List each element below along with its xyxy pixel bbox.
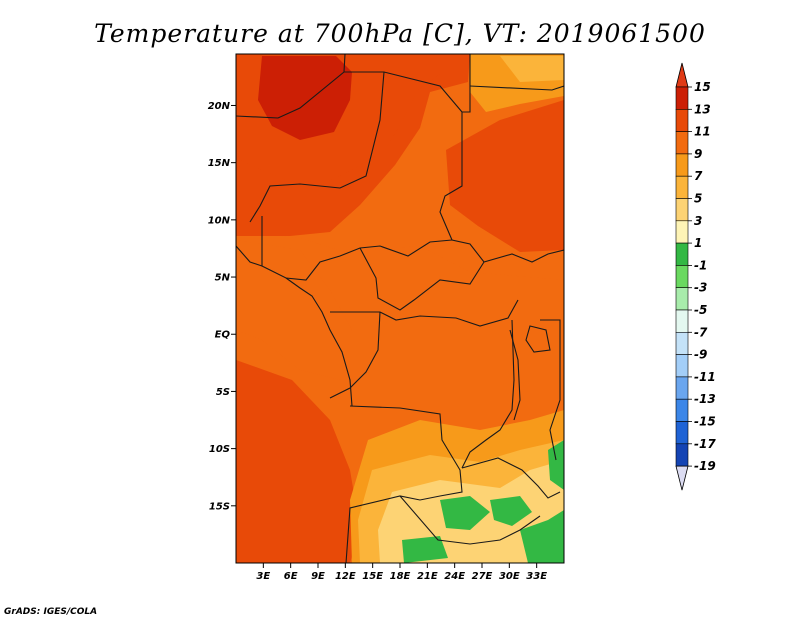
lat-tick-label: 15N: [208, 158, 231, 169]
colorbar-segment: [675, 354, 689, 378]
chart-title: Temperature at 700hPa [C], VT: 201906150…: [94, 19, 706, 48]
colorbar-label: -13: [694, 392, 716, 406]
field-green-patch-2: [490, 496, 532, 526]
field-west-warm: [236, 240, 352, 380]
border-nigeria-cameroon: [261, 216, 453, 281]
lat-tick-label: 20N: [208, 101, 231, 112]
lake-tanganyika: [509, 329, 521, 421]
colorbar-segment: [675, 86, 689, 110]
field-green-patch-4: [520, 510, 564, 563]
lon-tick-label: 18E: [390, 571, 411, 582]
lat-tick-label: 5N: [215, 273, 231, 284]
field-east-hot: [446, 100, 564, 252]
colorbar-label: 7: [694, 169, 703, 183]
colorbar-label: -3: [694, 281, 707, 295]
coast-gulf-guinea: [285, 277, 353, 407]
latitude-axis: 20N 15N 10N 5N EQ 5S 10S 15S: [208, 101, 236, 512]
colorbar-label: 9: [694, 147, 702, 161]
lon-tick-label: 24E: [444, 571, 465, 582]
border-niger-mali: [249, 71, 385, 223]
border-angola: [345, 405, 463, 563]
field-southwest-warm: [236, 360, 360, 563]
field-green-patch-3: [402, 536, 448, 563]
lon-tick-label: 3E: [256, 571, 270, 582]
colorbar-label: -17: [694, 437, 716, 451]
colorbar-bottom-arrow: [675, 465, 689, 491]
colorbar-label: -5: [694, 303, 707, 317]
colorbar-label: -9: [694, 348, 707, 362]
border-car: [359, 247, 485, 311]
colorbar-segment: [675, 153, 689, 177]
grads-credit: GrADS: IGES/COLA: [4, 607, 97, 617]
colorbar-label: 11: [694, 125, 711, 139]
lon-tick-label: 30E: [499, 571, 520, 582]
colorbar-segment: [675, 265, 689, 288]
border-congo-drc: [329, 311, 381, 399]
colorbar-label: 3: [694, 214, 702, 228]
colorbar-segment: [675, 131, 689, 155]
field-sahara-peak: [258, 56, 352, 140]
colorbar: 15 13 11 9 7 5 3 1 -1 -3 -5 -7 -9 -11 -13 -15 -17 -19: [675, 62, 716, 491]
colorbar-label: 5: [694, 192, 702, 206]
border-chad-sudan: [344, 71, 564, 263]
border-namibia-botswana: [399, 495, 541, 545]
colorbar-segment: [675, 287, 689, 311]
colorbar-segment: [675, 376, 689, 400]
colorbar-segment: [675, 220, 689, 244]
colorbar-label: -15: [694, 415, 716, 429]
border-congo-north: [330, 299, 519, 327]
colorbar-segment: [675, 198, 689, 222]
border-drc-east: [461, 319, 515, 469]
lat-tick-label: 10N: [208, 215, 231, 226]
border-egypt-sudan: [469, 85, 564, 91]
lat-tick-label: 15S: [209, 501, 230, 512]
border-algeria-south: [236, 54, 346, 119]
political-borders: [236, 54, 564, 563]
colorbar-label: 1: [694, 236, 702, 250]
colorbar-segment: [675, 443, 689, 467]
colorbar-label: -1: [694, 258, 707, 272]
lat-tick-label: 5S: [216, 387, 230, 398]
colorbar-segment: [675, 398, 689, 422]
field-green-patch-5: [548, 440, 564, 490]
lat-tick-label: 10S: [209, 444, 230, 455]
lon-tick-label: 21E: [417, 571, 438, 582]
coast-west-africa: [236, 245, 263, 267]
colorbar-label: -19: [694, 459, 716, 473]
field-green-patch-1: [440, 496, 490, 530]
lon-tick-label: 15E: [362, 571, 383, 582]
colorbar-label: -11: [694, 370, 716, 384]
colorbar-segment: [675, 242, 689, 266]
colorbar-segment: [675, 331, 689, 355]
lon-tick-label: 33E: [526, 571, 547, 582]
lon-tick-label: 12E: [335, 571, 356, 582]
colorbar-segment: [675, 175, 689, 199]
colorbar-label: 13: [694, 102, 711, 116]
longitude-axis: 3E 6E 9E 12E 15E 18E 21E 24E 27E 30E 33E: [256, 563, 547, 582]
border-zambia: [461, 457, 561, 499]
lon-tick-label: 27E: [472, 571, 493, 582]
lon-tick-label: 9E: [311, 571, 325, 582]
border-libya-egypt: [462, 54, 471, 113]
colorbar-label: -7: [694, 325, 708, 339]
lon-tick-label: 6E: [284, 571, 298, 582]
colorbar-top-arrow: [675, 62, 689, 88]
colorbar-segment: [675, 109, 689, 132]
temperature-field: [236, 54, 564, 563]
field-northeast-cool: [500, 56, 564, 82]
colorbar-segment: [675, 309, 689, 333]
colorbar-segment: [675, 421, 689, 445]
colorbar-label: 15: [694, 80, 711, 94]
lake-victoria: [525, 325, 551, 353]
border-tanzania: [540, 319, 561, 461]
lat-tick-label: EQ: [215, 330, 231, 341]
